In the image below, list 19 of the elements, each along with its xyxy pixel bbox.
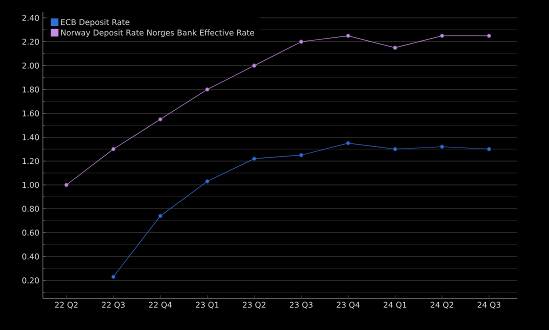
point bbox=[299, 152, 304, 158]
point bbox=[205, 87, 210, 92]
point bbox=[158, 214, 162, 218]
point bbox=[64, 182, 68, 187]
point bbox=[252, 63, 256, 68]
point bbox=[486, 34, 492, 38]
point bbox=[486, 147, 492, 152]
point bbox=[111, 147, 116, 152]
point bbox=[393, 147, 398, 152]
point bbox=[299, 40, 304, 44]
point bbox=[252, 156, 256, 161]
point bbox=[346, 34, 350, 38]
point bbox=[393, 46, 398, 50]
point bbox=[111, 274, 116, 279]
point bbox=[440, 144, 444, 149]
point bbox=[346, 141, 350, 146]
point bbox=[440, 34, 444, 38]
point bbox=[158, 117, 162, 122]
point bbox=[205, 179, 210, 184]
